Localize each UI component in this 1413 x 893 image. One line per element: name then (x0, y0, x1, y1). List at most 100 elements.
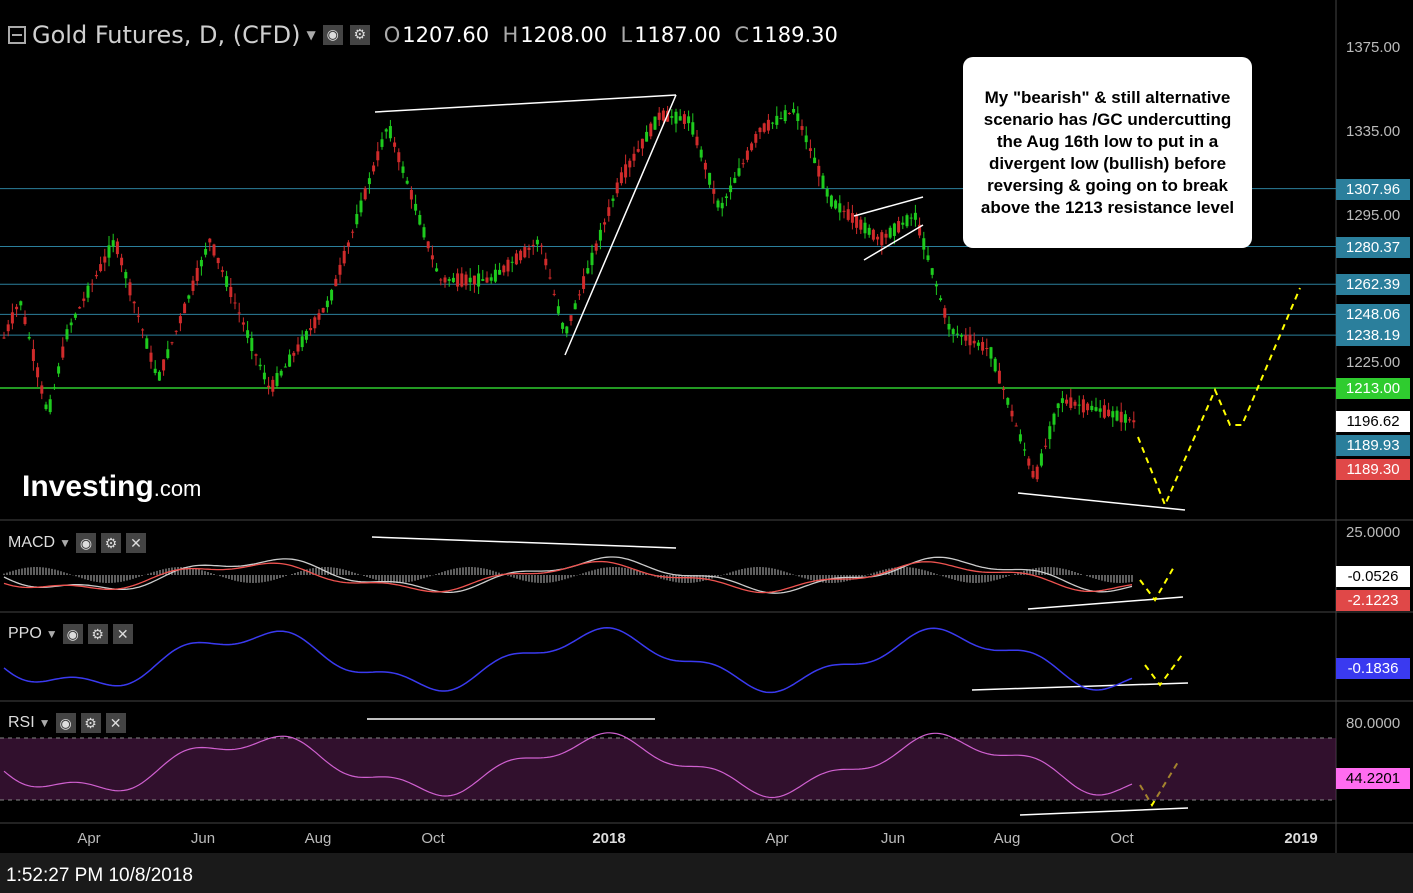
eye-icon[interactable]: ◉ (55, 713, 76, 733)
candle-body (304, 331, 308, 340)
rsi-axis-label: 80.0000 (1346, 715, 1401, 732)
candle-body (317, 313, 321, 320)
candle-body (582, 276, 586, 289)
candle-body (918, 224, 922, 236)
candle-body (628, 160, 632, 168)
candle-body (632, 153, 636, 161)
candle-body (947, 323, 951, 330)
candle-body (1035, 466, 1039, 480)
candle-body (376, 151, 380, 161)
chevron-down-icon[interactable]: ▼ (38, 716, 51, 730)
candle-body (624, 164, 628, 178)
candle-body (94, 274, 98, 277)
chevron-down-icon[interactable]: ▼ (306, 28, 316, 42)
gear-icon[interactable]: ⚙ (87, 624, 108, 644)
candle-body (325, 300, 329, 308)
candle-body (577, 294, 581, 296)
candle-body (363, 188, 367, 200)
candle-body (544, 258, 548, 266)
candle-body (1090, 405, 1094, 411)
ppo-pane-label[interactable]: PPO ▼ ◉ ⚙ ✕ (8, 624, 133, 644)
candle-body (397, 152, 401, 163)
candle-body (489, 277, 493, 281)
rsi-pane-label[interactable]: RSI ▼ ◉ ⚙ ✕ (8, 713, 126, 733)
level-price-tag: 1238.19 (1336, 325, 1410, 347)
candle-body (321, 307, 325, 313)
eye-icon[interactable]: ◉ (76, 533, 96, 553)
eye-icon[interactable]: ◉ (322, 25, 343, 45)
gear-icon[interactable]: ⚙ (349, 25, 370, 45)
candle-body (884, 233, 888, 238)
candle-body (506, 259, 510, 272)
candle-body (237, 312, 241, 314)
candle-body (52, 387, 56, 389)
candle-body (309, 328, 313, 331)
candle-body (636, 149, 640, 152)
candle-body (439, 279, 443, 281)
candle-body (745, 150, 749, 160)
candle-body (540, 245, 544, 247)
candle-body (548, 277, 552, 279)
candle-body (1098, 408, 1102, 412)
candle-body (787, 112, 791, 114)
candle-body (771, 122, 775, 124)
symbol-title[interactable]: Gold Futures, D, (CFD) (32, 21, 301, 49)
collapse-icon[interactable] (8, 26, 26, 44)
close-icon[interactable]: ✕ (112, 624, 133, 644)
candle-body (426, 241, 430, 249)
candle-body (204, 248, 208, 255)
eye-icon[interactable]: ◉ (62, 624, 83, 644)
candle-body (149, 352, 153, 362)
candle-body (1069, 397, 1073, 408)
candle-body (111, 240, 115, 247)
candle-body (451, 277, 455, 283)
candle-body (103, 256, 107, 263)
rsi-value-tag: 44.2201 (1336, 768, 1410, 789)
candle-body (405, 180, 409, 184)
candle-body (258, 364, 262, 367)
candle-body (456, 273, 460, 287)
candle-body (842, 210, 846, 212)
candle-body (607, 207, 611, 216)
candle-body (855, 214, 859, 228)
gear-icon[interactable]: ⚙ (80, 713, 101, 733)
candle-body (359, 200, 363, 213)
candle-body (561, 322, 565, 329)
chevron-down-icon[interactable]: ▼ (59, 536, 71, 550)
chevron-down-icon[interactable]: ▼ (45, 627, 58, 641)
candle-body (519, 250, 523, 261)
candle-body (338, 264, 342, 275)
candle-body (355, 214, 359, 225)
candle-body (720, 202, 724, 209)
candle-body (821, 175, 825, 189)
candle-body (615, 182, 619, 194)
candle-body (729, 185, 733, 193)
candle-body (981, 341, 985, 351)
candle-body (44, 404, 48, 410)
close-icon[interactable]: ✕ (126, 533, 146, 553)
candle-body (422, 227, 426, 238)
gear-icon[interactable]: ⚙ (101, 533, 121, 553)
candle-body (972, 340, 976, 344)
macd-pane-label[interactable]: MACD ▼ ◉ ⚙ ✕ (8, 533, 146, 553)
candle-body (292, 352, 296, 356)
candle-body (1077, 404, 1081, 406)
candle-body (964, 335, 968, 341)
candle-body (741, 163, 745, 165)
candle-body (334, 278, 338, 287)
candle-body (1111, 411, 1115, 418)
candle-body (124, 272, 128, 279)
candle-body (670, 116, 674, 118)
time-tick-label: Aug (993, 830, 1021, 847)
candle-body (687, 116, 691, 124)
candle-body (682, 114, 686, 124)
candle-body (199, 260, 203, 267)
candle-body (880, 232, 884, 246)
candle-body (897, 221, 901, 233)
close-icon[interactable]: ✕ (105, 713, 126, 733)
candle-body (829, 195, 833, 207)
candle-body (183, 303, 187, 314)
candle-body (1081, 399, 1085, 413)
candle-body (1044, 445, 1048, 447)
candle-body (372, 165, 376, 172)
